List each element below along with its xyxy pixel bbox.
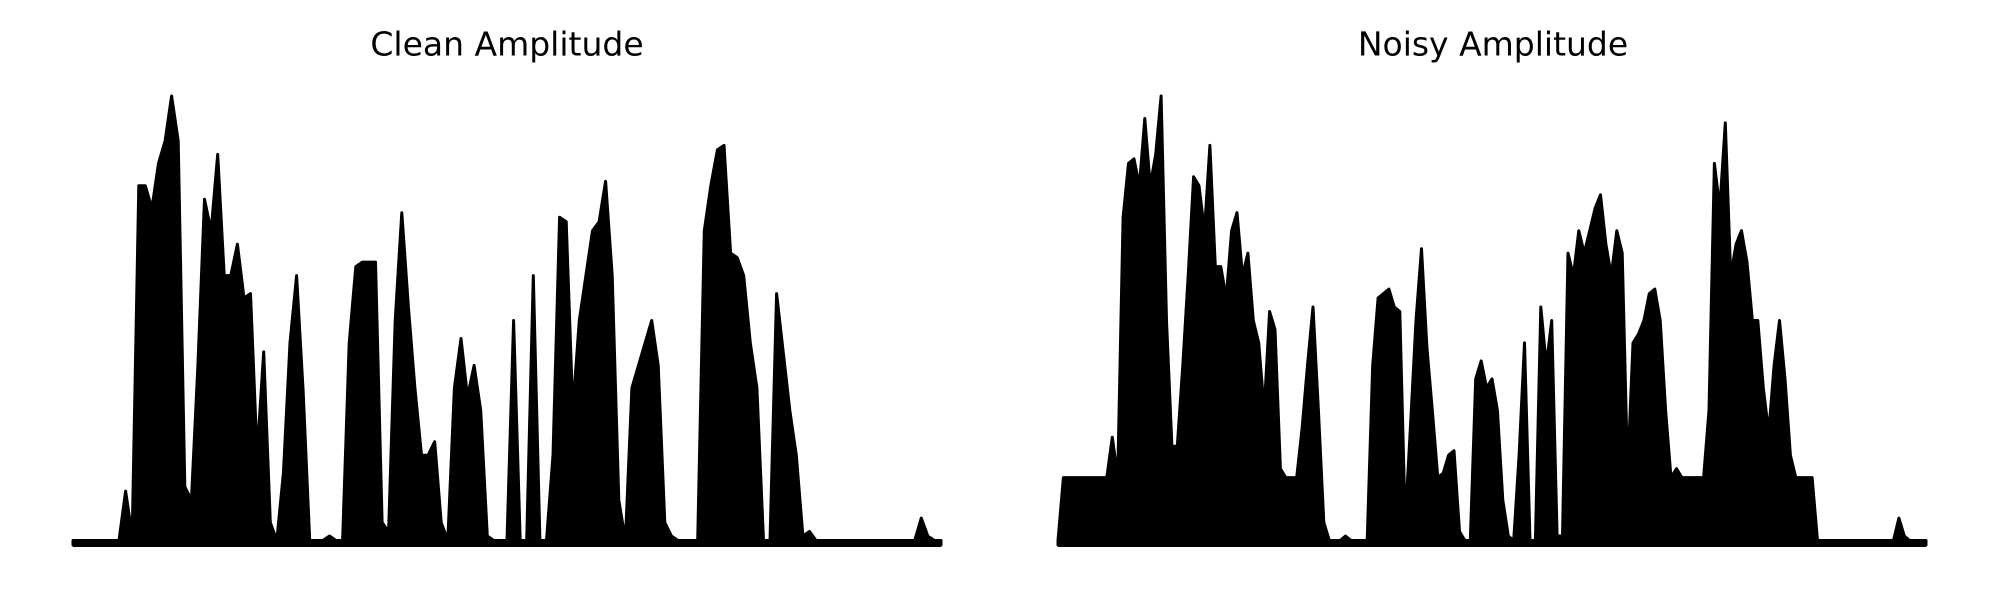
amplitude-area [71, 94, 943, 547]
amplitude-area [1056, 94, 1928, 547]
chart-title: Noisy Amplitude [1358, 25, 1628, 64]
chart-title: Clean Amplitude [370, 25, 643, 64]
